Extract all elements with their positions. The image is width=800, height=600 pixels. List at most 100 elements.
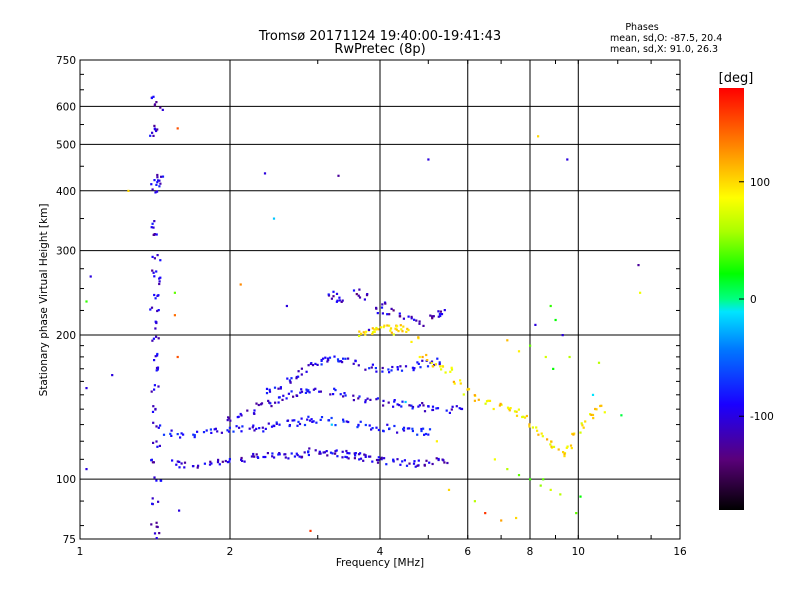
data-point xyxy=(398,315,401,318)
data-point xyxy=(431,365,435,368)
data-point xyxy=(416,433,419,436)
data-point xyxy=(336,455,339,458)
data-point xyxy=(158,185,161,188)
data-point xyxy=(393,424,396,428)
data-point xyxy=(392,333,395,336)
data-point xyxy=(513,410,517,413)
data-point xyxy=(263,172,267,175)
data-point xyxy=(448,411,451,414)
data-point xyxy=(552,445,556,448)
data-point xyxy=(173,291,176,294)
data-point xyxy=(344,455,347,458)
data-point xyxy=(431,405,435,408)
data-point xyxy=(330,423,333,426)
data-point xyxy=(290,377,293,380)
data-point xyxy=(235,425,238,428)
data-point xyxy=(352,399,355,402)
data-point xyxy=(226,419,229,422)
data-point xyxy=(430,360,434,363)
data-point xyxy=(369,398,372,401)
data-point xyxy=(176,460,179,463)
data-point xyxy=(358,458,361,461)
data-point xyxy=(286,419,290,422)
data-point xyxy=(344,357,347,360)
data-point xyxy=(439,314,442,318)
data-point xyxy=(156,309,159,313)
data-point xyxy=(432,315,435,318)
data-point xyxy=(357,423,360,426)
data-point xyxy=(595,408,598,411)
data-point xyxy=(417,336,420,339)
y-axis-label: Stationary phase Virtual Height [km] xyxy=(38,204,50,397)
data-point xyxy=(279,387,282,390)
data-point xyxy=(320,416,324,419)
y-tick-label: 600 xyxy=(56,101,76,113)
data-point xyxy=(565,446,568,449)
data-point xyxy=(159,182,162,185)
data-point xyxy=(352,289,356,292)
data-point xyxy=(320,359,323,362)
data-point xyxy=(285,397,288,400)
data-point xyxy=(152,226,155,229)
data-point xyxy=(318,452,321,455)
data-point xyxy=(383,457,386,460)
data-point xyxy=(386,423,389,426)
data-point xyxy=(428,461,431,464)
data-point xyxy=(85,468,88,471)
data-point xyxy=(319,390,322,393)
data-point xyxy=(152,233,155,236)
data-point xyxy=(332,393,335,396)
data-point xyxy=(418,404,421,407)
data-point xyxy=(385,463,388,466)
y-tick-label: 75 xyxy=(63,534,76,546)
data-point xyxy=(150,390,153,393)
data-point xyxy=(450,408,453,411)
data-point xyxy=(592,417,595,420)
data-point xyxy=(297,420,300,423)
data-point xyxy=(376,397,379,400)
data-point xyxy=(154,355,157,358)
data-point xyxy=(156,352,159,356)
data-point xyxy=(282,394,285,397)
data-point xyxy=(151,410,155,413)
data-point xyxy=(298,455,301,458)
data-point xyxy=(420,429,423,433)
data-point xyxy=(554,318,557,322)
data-point xyxy=(459,382,462,385)
data-point xyxy=(375,306,378,309)
data-point xyxy=(380,306,384,309)
data-point xyxy=(396,325,399,328)
data-point xyxy=(364,454,367,457)
data-point xyxy=(431,462,434,466)
data-point xyxy=(410,317,413,320)
data-point xyxy=(352,362,355,365)
data-point xyxy=(278,453,281,456)
data-point xyxy=(180,432,183,435)
data-point xyxy=(517,350,521,353)
data-point xyxy=(267,422,270,425)
data-point xyxy=(367,455,371,458)
data-point xyxy=(226,429,229,432)
data-point xyxy=(460,407,463,410)
data-point xyxy=(455,405,458,408)
data-point xyxy=(427,433,430,436)
data-point xyxy=(157,294,160,297)
x-tick-label: 1 xyxy=(77,546,84,558)
data-point xyxy=(193,436,196,439)
data-point xyxy=(285,304,288,308)
data-point xyxy=(544,355,547,359)
phase-stats-o: mean, sd,O: -87.5, 20.4 xyxy=(610,33,722,44)
data-point xyxy=(430,361,433,365)
data-point xyxy=(552,367,555,370)
data-point xyxy=(208,463,212,466)
data-point xyxy=(376,312,379,315)
data-point xyxy=(353,457,356,460)
colorbar-label: [deg] xyxy=(719,71,754,86)
data-point xyxy=(221,460,224,463)
data-point xyxy=(437,310,440,313)
data-point xyxy=(156,181,159,184)
data-point xyxy=(403,459,406,462)
data-point xyxy=(579,495,582,498)
data-point xyxy=(410,315,413,318)
data-point xyxy=(193,434,196,437)
